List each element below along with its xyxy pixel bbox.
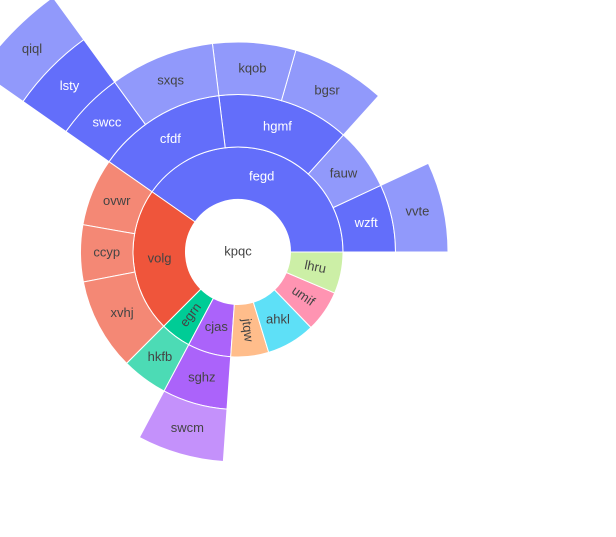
sector-label: wzft (354, 215, 379, 230)
sector-label: lsty (60, 78, 80, 93)
sector-label: jtqw (239, 317, 257, 343)
sector-label: hkfb (148, 349, 173, 364)
sector (0, 0, 85, 103)
sector-label: ccyp (93, 245, 120, 260)
sector-label: cjas (205, 319, 229, 334)
sector-label: qiql (22, 41, 42, 56)
sector-label: sghz (188, 370, 215, 385)
sector-label: ahkl (266, 311, 290, 326)
sector-label: fauw (330, 165, 358, 180)
sector-label: bgsr (314, 83, 340, 98)
sector-label: fegd (249, 168, 274, 183)
sector-label: kqob (238, 60, 266, 75)
sector-label: volg (148, 250, 172, 265)
sector-label: swcc (92, 115, 121, 130)
sector (380, 162, 449, 253)
sector-label: lhru (303, 257, 327, 276)
root-label: kpqc (224, 243, 252, 258)
sector-label: xvhj (111, 305, 134, 320)
root (185, 199, 291, 305)
sector-label: hgmf (263, 118, 292, 133)
sector (285, 251, 344, 294)
sector-label: ovwr (103, 193, 131, 208)
sector (138, 390, 228, 463)
sector-label: sxqs (157, 72, 184, 87)
sector-label: vvte (405, 204, 429, 219)
sector-label: cfdf (160, 131, 181, 146)
sector-label: swcm (171, 420, 204, 435)
